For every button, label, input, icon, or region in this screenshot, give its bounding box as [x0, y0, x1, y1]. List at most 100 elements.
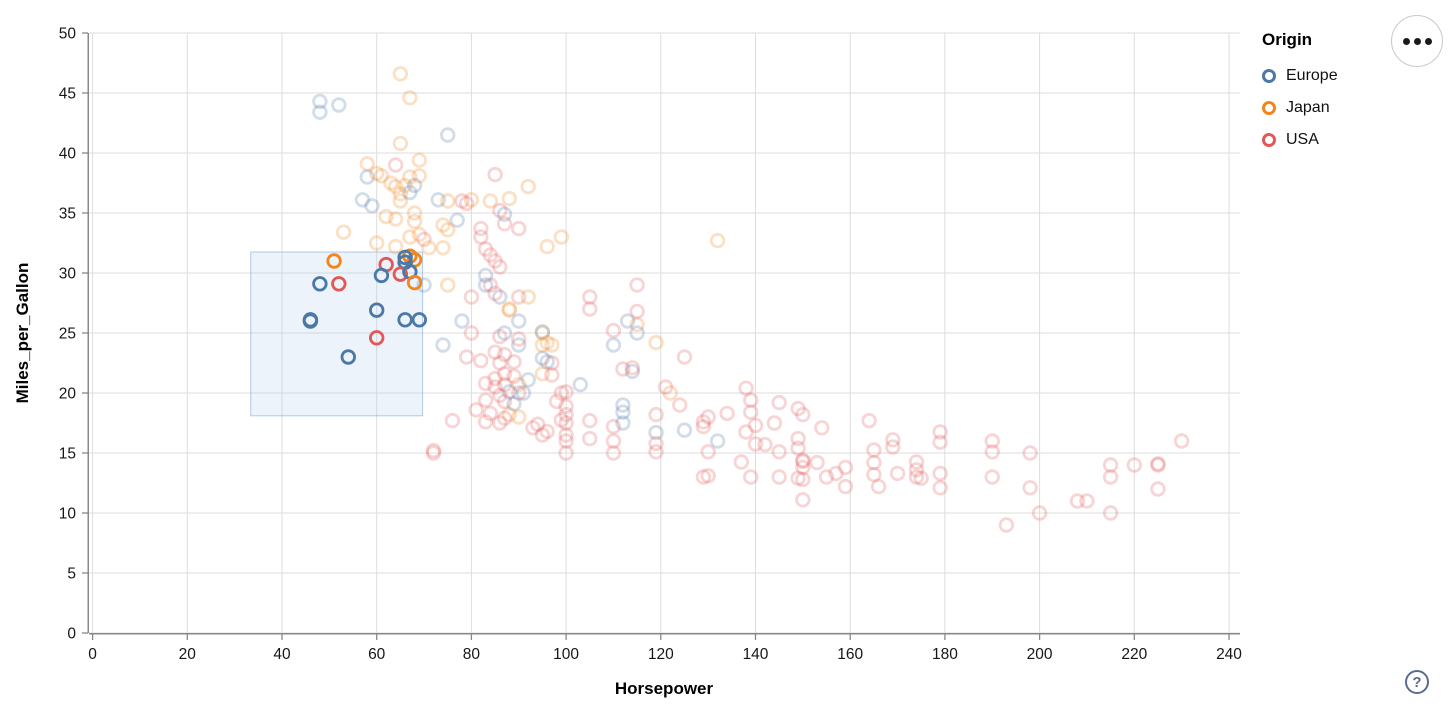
scatter-point[interactable]	[932, 465, 948, 482]
scatter-point[interactable]	[539, 334, 555, 351]
scatter-point[interactable]	[695, 414, 712, 430]
scatter-point[interactable]	[515, 385, 532, 401]
scatter-point[interactable]	[757, 436, 773, 453]
scatter-point-selected[interactable]	[392, 266, 409, 282]
scatter-point[interactable]	[477, 267, 494, 284]
scatter-point[interactable]	[818, 469, 835, 485]
scatter-point[interactable]	[837, 459, 854, 476]
scatter-point[interactable]	[605, 445, 622, 461]
scatter-point[interactable]	[501, 190, 517, 207]
scatter-point[interactable]	[998, 517, 1015, 533]
scatter-point[interactable]	[795, 492, 811, 508]
scatter-point[interactable]	[477, 241, 494, 257]
scatter-point[interactable]	[582, 289, 598, 305]
scatter-point-selected[interactable]	[411, 312, 428, 328]
scatter-point[interactable]	[790, 430, 806, 447]
scatter-point[interactable]	[662, 385, 678, 401]
scatter-point[interactable]	[709, 232, 726, 249]
scatter-point[interactable]	[695, 418, 712, 435]
scatter-point[interactable]	[558, 445, 574, 461]
scatter-point[interactable]	[511, 385, 527, 401]
scatter-point[interactable]	[795, 406, 811, 423]
scatter-point[interactable]	[553, 385, 570, 401]
scatter-point[interactable]	[511, 331, 527, 347]
scatter-point[interactable]	[425, 442, 442, 459]
scatter-point[interactable]	[539, 354, 555, 370]
scatter-point[interactable]	[487, 285, 503, 302]
scatter-point[interactable]	[492, 202, 508, 219]
scatter-point[interactable]	[392, 66, 409, 82]
scatter-point[interactable]	[534, 427, 551, 443]
scatter-point[interactable]	[387, 211, 404, 227]
scatter-point[interactable]	[496, 376, 513, 393]
scatter-point[interactable]	[1102, 457, 1119, 473]
scatter-point[interactable]	[411, 226, 428, 243]
scatter-point[interactable]	[525, 420, 541, 436]
scatter-point[interactable]	[629, 277, 645, 293]
scatter-point[interactable]	[387, 238, 404, 255]
scatter-point[interactable]	[520, 178, 536, 195]
scatter-point[interactable]	[458, 349, 475, 365]
scatter-point[interactable]	[932, 424, 948, 440]
scatter-point[interactable]	[473, 229, 489, 245]
scatter-point[interactable]	[766, 415, 783, 431]
scatter-point-selected[interactable]	[302, 312, 319, 328]
scatter-point[interactable]	[501, 301, 517, 317]
scatter-point-selected[interactable]	[369, 330, 385, 346]
scatter-point[interactable]	[312, 104, 328, 120]
scatter-point[interactable]	[1150, 481, 1166, 497]
scatter-point[interactable]	[373, 168, 390, 184]
scatter-point[interactable]	[496, 206, 513, 222]
scatter-point[interactable]	[492, 259, 508, 275]
scatter-point[interactable]	[402, 90, 418, 106]
scatter-point[interactable]	[487, 344, 503, 360]
scatter-point[interactable]	[544, 355, 560, 371]
scatter-point[interactable]	[392, 186, 409, 202]
scatter-point[interactable]	[402, 229, 418, 245]
scatter-point[interactable]	[747, 436, 764, 452]
scatter-point[interactable]	[1150, 456, 1166, 472]
scatter-point-selected[interactable]	[397, 312, 413, 328]
scatter-point[interactable]	[558, 398, 574, 414]
scatter-point[interactable]	[506, 368, 522, 384]
scatter-point[interactable]	[1022, 445, 1038, 461]
scatter-point[interactable]	[520, 289, 536, 305]
scatter-point[interactable]	[477, 277, 494, 293]
scatter-point[interactable]	[866, 466, 882, 483]
scatter-point[interactable]	[492, 355, 508, 371]
scatter-point-selected[interactable]	[312, 276, 328, 292]
scatter-point[interactable]	[440, 277, 456, 293]
scatter-point[interactable]	[520, 372, 536, 388]
scatter-point[interactable]	[548, 393, 565, 410]
scatter-point[interactable]	[534, 350, 551, 366]
scatter-point[interactable]	[558, 415, 574, 431]
scatter-point[interactable]	[506, 396, 522, 412]
scatter-point[interactable]	[421, 240, 437, 256]
scatter-point[interactable]	[615, 397, 631, 413]
scatter-point-selected[interactable]	[340, 349, 356, 365]
scatter-point[interactable]	[492, 328, 508, 345]
scatter-point[interactable]	[1126, 457, 1143, 473]
scatter-point[interactable]	[558, 427, 574, 443]
scatter-point[interactable]	[444, 412, 461, 429]
scatter-point[interactable]	[932, 434, 948, 450]
scatter-point[interactable]	[369, 235, 385, 251]
scatter-point[interactable]	[605, 418, 622, 435]
scatter-point[interactable]	[463, 325, 480, 341]
scatter-point[interactable]	[1102, 469, 1119, 485]
scatter-point[interactable]	[1022, 480, 1038, 496]
scatter-point[interactable]	[482, 405, 499, 422]
scatter-point[interactable]	[425, 445, 442, 461]
scatter-point[interactable]	[354, 192, 371, 208]
options-menu-button[interactable]	[1391, 15, 1443, 67]
legend-item-europe[interactable]: Europe	[1262, 60, 1338, 92]
scatter-point[interactable]	[411, 152, 428, 168]
scatter-point[interactable]	[430, 192, 446, 208]
scatter-point[interactable]	[558, 384, 574, 400]
scatter-point[interactable]	[511, 313, 527, 329]
scatter-point[interactable]	[657, 379, 674, 395]
scatter-point[interactable]	[932, 480, 948, 496]
scatter-point[interactable]	[383, 175, 399, 191]
scatter-point[interactable]	[870, 478, 887, 495]
scatter-point[interactable]	[676, 422, 693, 438]
